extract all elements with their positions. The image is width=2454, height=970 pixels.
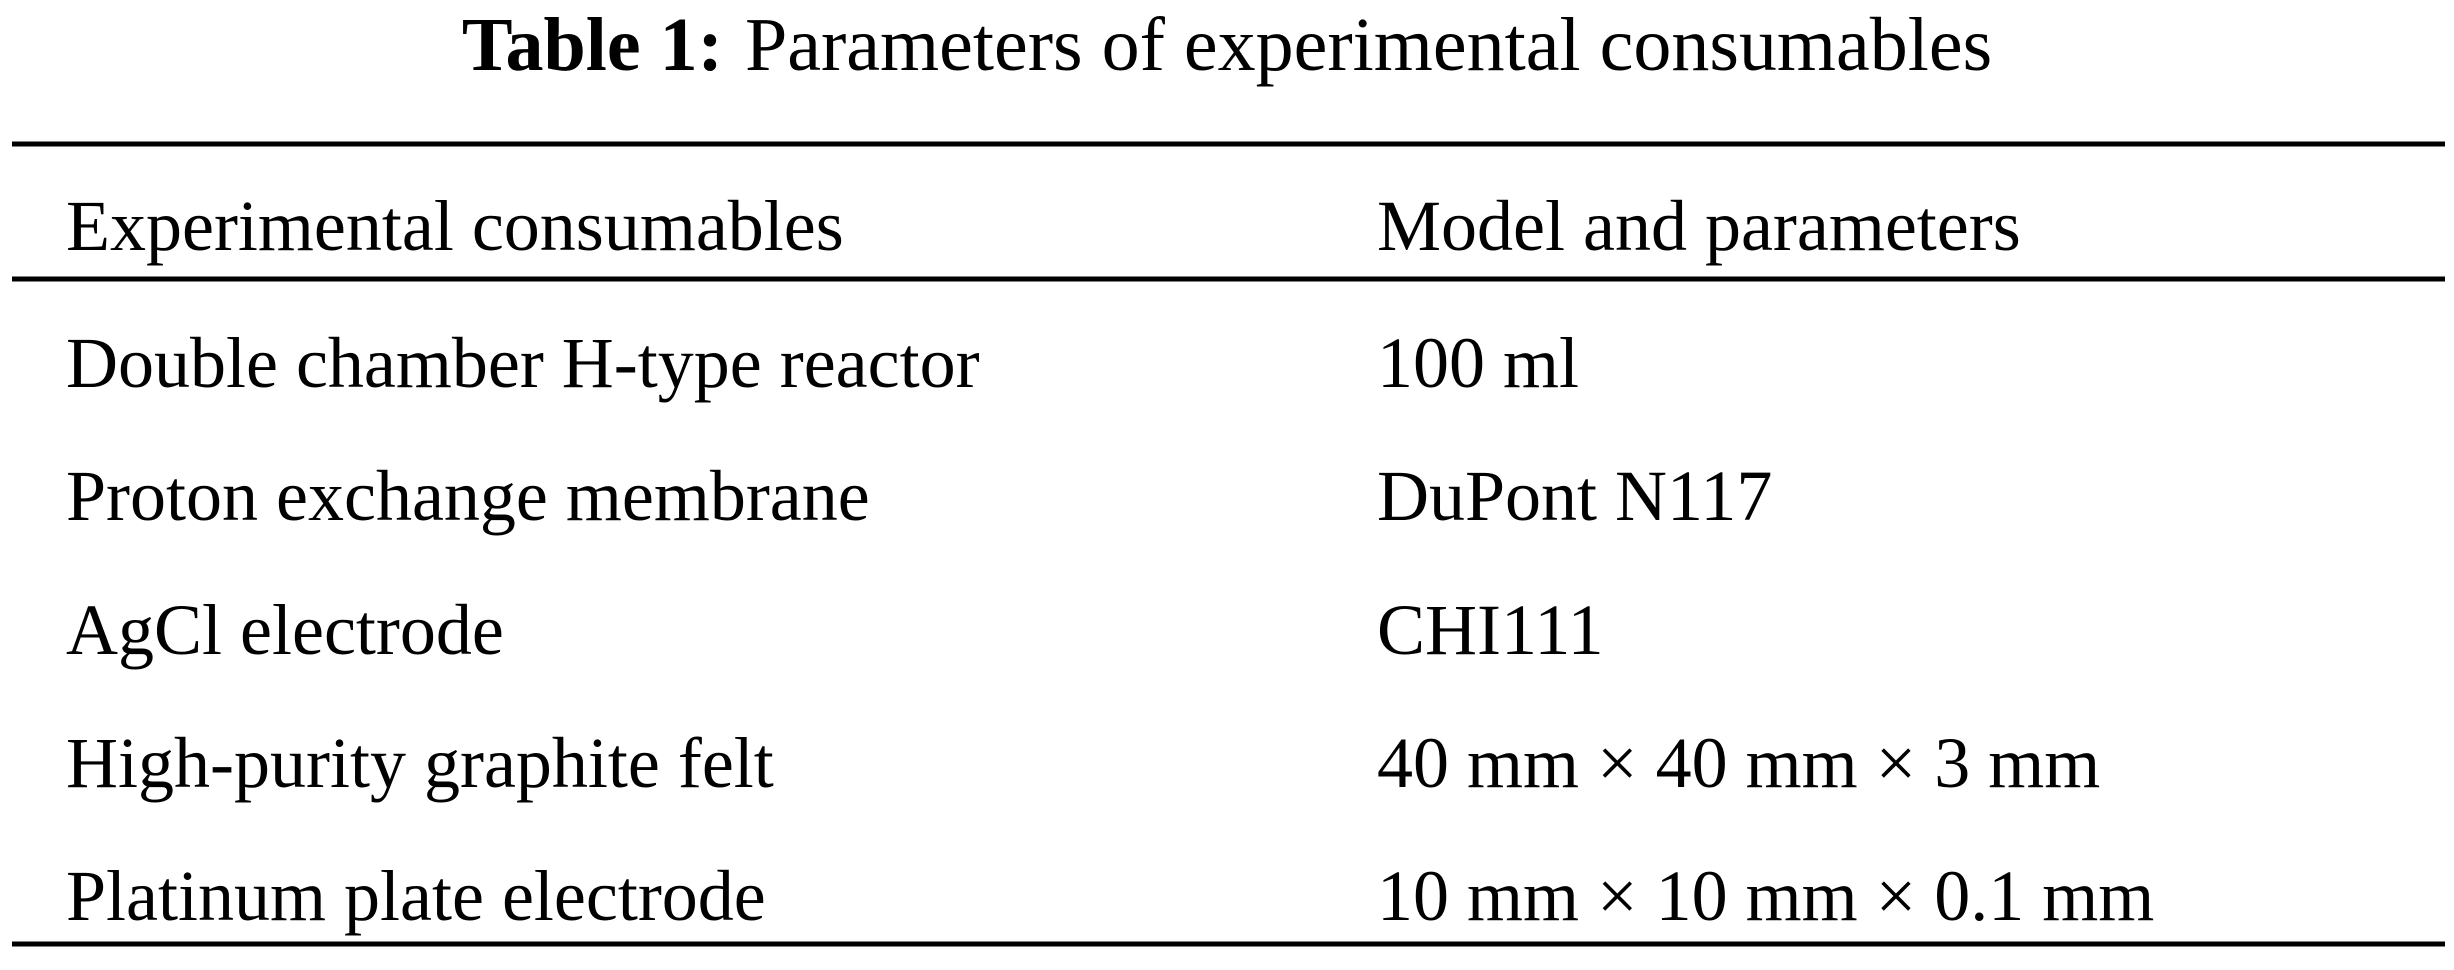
- body-cell: DuPont N117: [1377, 456, 1772, 536]
- caption-text: Parameters of experimental consumables: [745, 3, 1992, 87]
- table-caption: Table 1: Parameters of experimental consu…: [462, 3, 1992, 87]
- caption-label: Table 1:: [462, 3, 723, 87]
- body-cell: CHI111: [1377, 590, 1604, 670]
- body-cell: Proton exchange membrane: [66, 456, 870, 536]
- header-cell: Experimental consumables: [66, 186, 844, 266]
- header-cell: Model and parameters: [1377, 186, 2021, 266]
- body-cell: AgCl electrode: [66, 590, 504, 670]
- body-cell: 100 ml: [1377, 323, 1579, 403]
- body-cell: Double chamber H-type reactor: [66, 323, 980, 403]
- body-cell: 10 mm × 10 mm × 0.1 mm: [1377, 856, 2154, 936]
- body-cell: Platinum plate electrode: [66, 856, 766, 936]
- body-cell: 40 mm × 40 mm × 3 mm: [1377, 723, 2100, 803]
- body-cell: High-purity graphite felt: [66, 723, 774, 803]
- table-body: Experimental consumables Model and parame…: [66, 186, 2154, 936]
